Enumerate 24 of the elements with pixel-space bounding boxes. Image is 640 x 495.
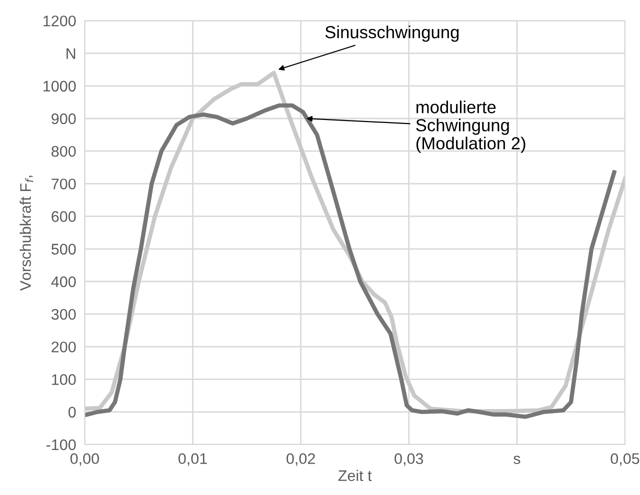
y-tick-label: 1200 bbox=[44, 16, 76, 26]
x-tick-label: 0,03 bbox=[394, 453, 424, 466]
y-axis-title: Vorschubkraft F$_{f}$, bbox=[20, 176, 34, 291]
x-tick-label: 0,05 bbox=[610, 453, 640, 466]
y-tick-label: 700 bbox=[52, 178, 76, 190]
x-tick-label: 0,02 bbox=[286, 453, 315, 466]
annotation: Sinusschwingung bbox=[325, 26, 459, 42]
x-axis-title: Zeit t bbox=[338, 470, 372, 482]
y-tick-label: 100 bbox=[52, 374, 76, 385]
y-tick-label: 600 bbox=[52, 211, 76, 222]
x-tick-label: s bbox=[514, 456, 520, 464]
y-tick-label: N bbox=[66, 48, 76, 59]
x-tick-label: 0,01 bbox=[178, 453, 207, 466]
y-tick-label: 500 bbox=[51, 244, 76, 255]
y-tick-label: 300 bbox=[51, 308, 76, 320]
x-tick-label: 0,00 bbox=[70, 453, 99, 466]
y-tick-label: 400 bbox=[51, 276, 76, 288]
y-tick-label: -100 bbox=[46, 439, 76, 450]
y-tick-label: 1000 bbox=[44, 80, 76, 92]
y-tick-label: 200 bbox=[52, 342, 76, 352]
y-tick-label: 0 bbox=[68, 406, 76, 418]
y-tick-label: 800 bbox=[52, 146, 76, 157]
annotation: modulierte Schwingung (Modulation 2) bbox=[416, 100, 526, 153]
y-tick-label: 900 bbox=[52, 113, 76, 124]
